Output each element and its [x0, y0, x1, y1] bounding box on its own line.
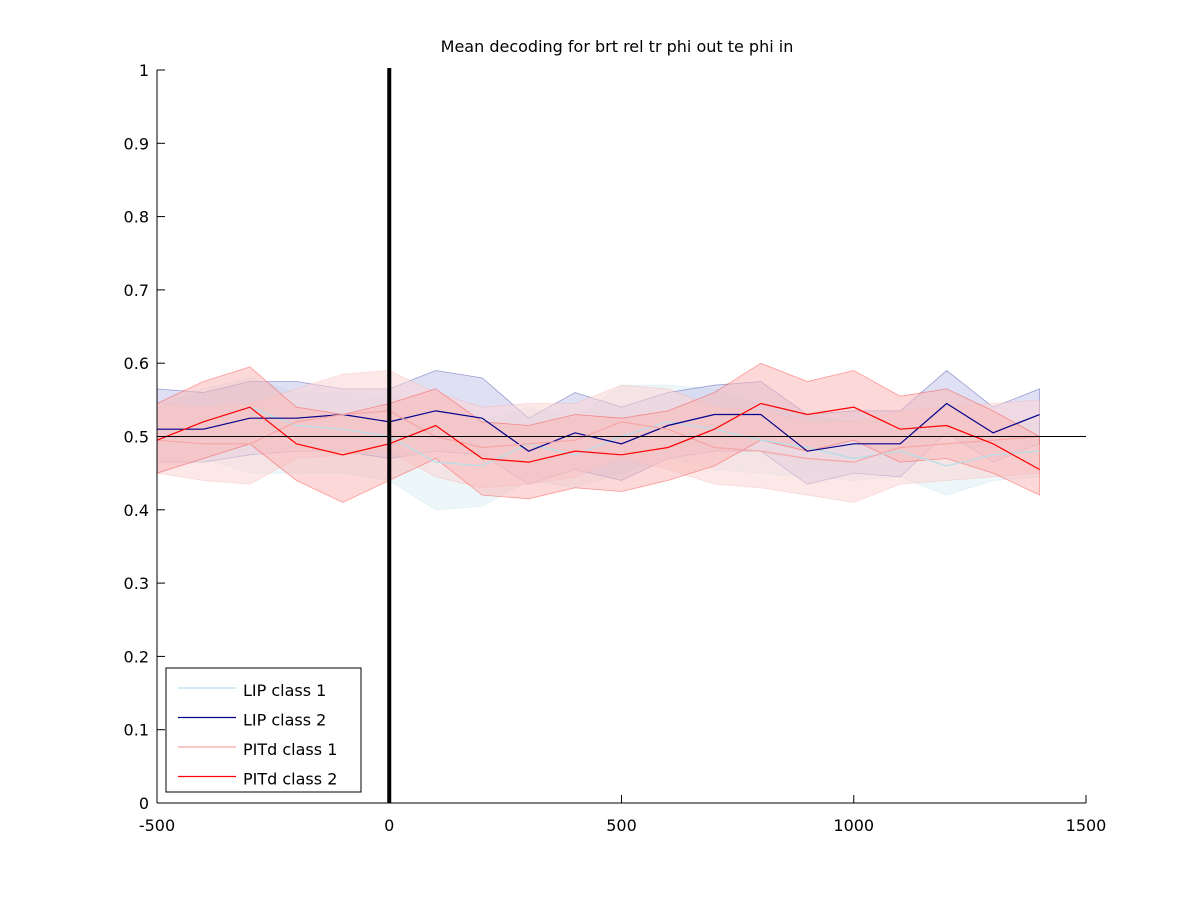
x-tick-label: -500: [139, 816, 175, 835]
series-line-pitd-class-2: [156, 402, 1040, 471]
band-pitd-class-2: [156, 362, 1040, 503]
series-line-pitd-class-1: [156, 410, 1040, 463]
y-tick-label: 0.5: [124, 428, 149, 447]
y-tick-label: 0.6: [124, 354, 149, 373]
reference-lines: [157, 68, 1086, 803]
x-tick-label: 1500: [1066, 816, 1107, 835]
y-tick-label: 0.7: [124, 281, 149, 300]
x-tick-label: 1000: [833, 816, 874, 835]
legend-label-lip-class-2: LIP class 2: [243, 711, 326, 730]
series-lines: [156, 402, 1040, 471]
y-tick-label: 0.3: [124, 574, 149, 593]
legend: LIP class 1 LIP class 2 PITd class 1 PITd c…: [165, 667, 362, 793]
y-tick-label: 1: [139, 61, 149, 80]
y-tick-label: 0.4: [124, 501, 149, 520]
y-tick-label: 0.8: [124, 208, 149, 227]
y-tick-label: 0: [139, 794, 149, 813]
x-tick-label: 500: [606, 816, 637, 835]
series-line-lip-class-2: [157, 402, 1040, 452]
x-tick-label: 0: [384, 816, 394, 835]
chart-title: Mean decoding for brt rel tr phi out te …: [441, 37, 794, 56]
legend-label-pitd-class-2: PITd class 2: [243, 770, 337, 789]
legend-label-lip-class-1: LIP class 1: [243, 681, 326, 700]
y-tick-label: 0.1: [124, 721, 149, 740]
series-line-lip-class-1: [156, 406, 1040, 467]
legend-label-pitd-class-1: PITd class 1: [243, 740, 337, 759]
confidence-bands: [156, 362, 1040, 511]
y-tick-label: 0.9: [124, 134, 149, 153]
axes: 0 0.1 0.2 0.3 0.4 0.5 0.6 0.7 0.8 0.9 1 -500 0 500 100…: [124, 61, 1107, 835]
legend-box: [165, 667, 362, 793]
y-tick-label: 0.2: [124, 647, 149, 666]
